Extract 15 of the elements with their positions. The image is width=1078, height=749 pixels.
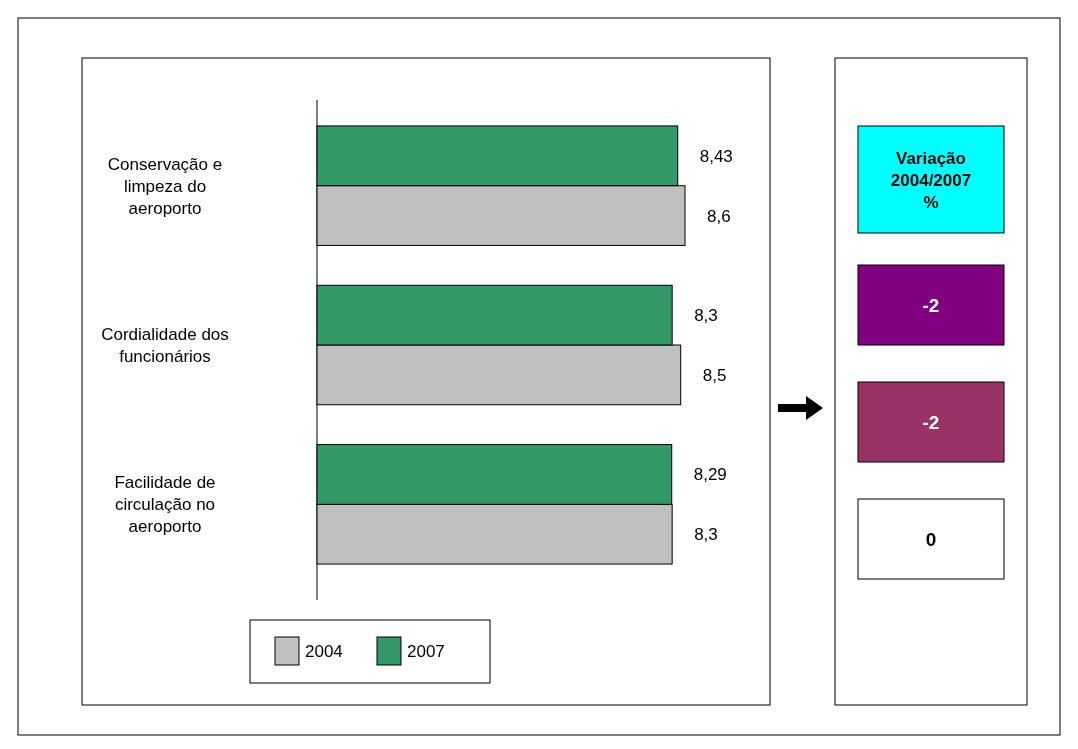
- data-label: 8,3: [694, 306, 718, 326]
- y-tick-label: Cordialidade dos funcionários: [101, 325, 229, 366]
- data-label: 8,3: [694, 525, 718, 545]
- legend-label: 2007: [407, 642, 445, 661]
- text: -2: [922, 412, 940, 433]
- data-label: 8,29: [693, 465, 727, 485]
- data-label: 8,43: [699, 146, 733, 166]
- legend-label: 2004: [305, 642, 343, 661]
- text: -2: [922, 295, 940, 316]
- y-tick-label: Facilidade de circulação no aeroporto: [114, 473, 216, 537]
- data-label: 8,6: [707, 206, 731, 226]
- y-tick-label: Conservação e limpeza do aeroporto: [107, 154, 223, 218]
- text: 0: [925, 529, 937, 550]
- data-label: 8,5: [702, 365, 727, 385]
- text: Variação 2004/2007 %: [890, 149, 972, 212]
